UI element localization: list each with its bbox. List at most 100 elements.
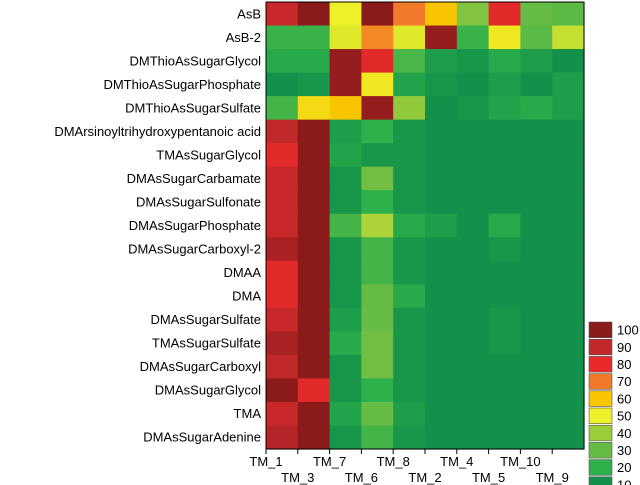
heatmap-cell bbox=[266, 284, 299, 309]
heatmap-cell bbox=[361, 401, 394, 427]
row-label: TMA bbox=[234, 406, 262, 421]
row-label: DMAsSugarCarboxyl-2 bbox=[128, 242, 261, 257]
heatmap-cell bbox=[329, 213, 362, 238]
heatmap-cell bbox=[456, 190, 490, 215]
row-label: DMA bbox=[232, 289, 261, 304]
heatmap-cell bbox=[520, 119, 553, 144]
heatmap-cell bbox=[456, 401, 490, 427]
heatmap-cell bbox=[297, 72, 331, 97]
heatmap-cell bbox=[552, 2, 585, 27]
heatmap-cell bbox=[456, 237, 490, 262]
column-label: TM_4 bbox=[440, 454, 473, 469]
heatmap-cell bbox=[456, 425, 490, 450]
heatmap-cell bbox=[361, 331, 394, 356]
heatmap-cell bbox=[361, 260, 394, 285]
heatmap-cell bbox=[520, 260, 553, 285]
heatmap-cell bbox=[425, 96, 458, 121]
heatmap-cell bbox=[520, 331, 553, 356]
heatmap-cell bbox=[456, 25, 490, 50]
heatmap-cell bbox=[266, 190, 299, 215]
heatmap-cell bbox=[488, 425, 521, 450]
heatmap-cell bbox=[425, 260, 458, 285]
heatmap-cell bbox=[329, 25, 362, 50]
heatmap-cell bbox=[520, 49, 553, 74]
heatmap-cell bbox=[329, 425, 362, 450]
heatmap-cell bbox=[520, 237, 553, 262]
heatmap-cell bbox=[361, 2, 394, 27]
heatmap-cell bbox=[552, 72, 585, 97]
heatmap-cell bbox=[266, 331, 299, 356]
heatmap-cell bbox=[393, 190, 426, 215]
heatmap-cell bbox=[297, 425, 331, 450]
legend-label: 60 bbox=[617, 391, 631, 406]
heatmap-cell bbox=[266, 213, 299, 238]
legend-swatch bbox=[588, 390, 613, 407]
heatmap-cell bbox=[297, 143, 331, 168]
row-label: DMThioAsSugarSulfate bbox=[125, 100, 261, 115]
heatmap-cell bbox=[488, 307, 521, 332]
heatmap-cell bbox=[361, 143, 394, 168]
heatmap-cell bbox=[329, 119, 362, 144]
heatmap-cell bbox=[520, 143, 553, 168]
row-label: TMAsSugarGlycol bbox=[156, 147, 261, 162]
heatmap-cell bbox=[425, 190, 458, 215]
heatmap-cell bbox=[266, 260, 299, 285]
heatmap-cell bbox=[425, 72, 458, 97]
heatmap-cell bbox=[393, 237, 426, 262]
heatmap-cell bbox=[552, 25, 585, 50]
heatmap-cell bbox=[266, 96, 299, 121]
heatmap-cell bbox=[552, 166, 585, 191]
heatmap-cell bbox=[361, 190, 394, 215]
heatmap-cell bbox=[552, 284, 585, 309]
heatmap-cell bbox=[297, 96, 331, 121]
heatmap-cell bbox=[425, 425, 458, 450]
heatmap-cell bbox=[488, 354, 521, 380]
column-label: TM_9 bbox=[536, 470, 569, 485]
heatmap-cell bbox=[393, 378, 426, 403]
row-label: DMAsSugarAdenine bbox=[143, 430, 261, 445]
heatmap-cell bbox=[297, 25, 331, 50]
heatmap-cell bbox=[425, 401, 458, 427]
heatmap-cell bbox=[425, 307, 458, 332]
heatmap-cell bbox=[297, 49, 331, 74]
legend-label: 50 bbox=[617, 409, 631, 424]
column-label: TM_8 bbox=[377, 454, 410, 469]
row-label: AsB-2 bbox=[226, 30, 261, 45]
heatmap-cell bbox=[456, 354, 490, 380]
column-label: TM_2 bbox=[408, 470, 441, 485]
heatmap-cell bbox=[552, 119, 585, 144]
legend-label: 20 bbox=[617, 460, 631, 475]
heatmap-cell bbox=[393, 401, 426, 427]
heatmap-cell bbox=[488, 401, 521, 427]
row-label: DMThioAsSugarPhosphate bbox=[103, 77, 261, 92]
heatmap-cell bbox=[297, 213, 331, 238]
heatmap-cell bbox=[552, 425, 585, 450]
heatmap-cell bbox=[361, 49, 394, 74]
heatmap-cell bbox=[297, 260, 331, 285]
heatmap-cell bbox=[456, 307, 490, 332]
heatmap-cell bbox=[393, 307, 426, 332]
heatmap-cell bbox=[456, 213, 490, 238]
heatmap-cell bbox=[266, 401, 299, 427]
heatmap-cell bbox=[361, 284, 394, 309]
heatmap-cell bbox=[329, 2, 362, 27]
heatmap-cell bbox=[520, 72, 553, 97]
heatmap-cell bbox=[520, 166, 553, 191]
heatmap-cell bbox=[266, 166, 299, 191]
heatmap-cell bbox=[266, 354, 299, 380]
heatmap-cell bbox=[488, 49, 521, 74]
heatmap-cell bbox=[520, 213, 553, 238]
heatmap-cell bbox=[488, 260, 521, 285]
heatmap-cell bbox=[266, 2, 299, 27]
heatmap-cell bbox=[425, 2, 458, 27]
heatmap-cell bbox=[297, 237, 331, 262]
heatmap-cells bbox=[266, 2, 585, 450]
heatmap-cell bbox=[329, 401, 362, 427]
heatmap-cell bbox=[266, 425, 299, 450]
heatmap-cell bbox=[488, 166, 521, 191]
legend-swatch bbox=[588, 459, 613, 476]
heatmap-cell bbox=[425, 25, 458, 50]
heatmap-cell bbox=[520, 425, 553, 450]
heatmap-cell bbox=[393, 213, 426, 238]
